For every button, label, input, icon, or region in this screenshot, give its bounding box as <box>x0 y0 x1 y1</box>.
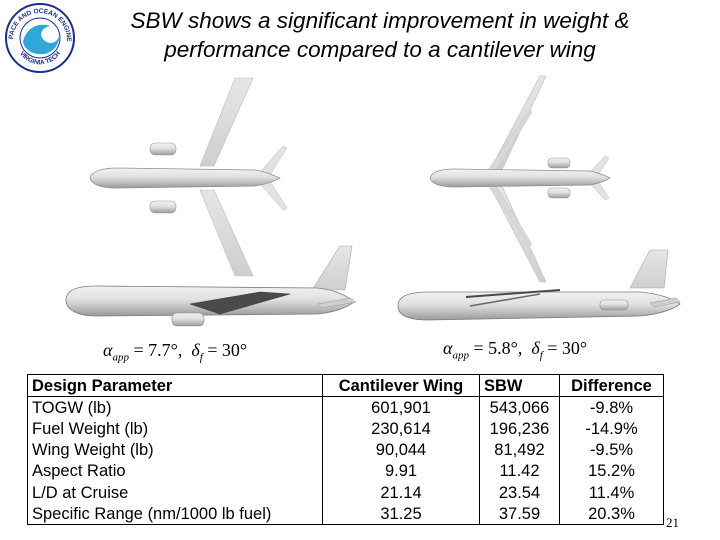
header-sbw: SBW <box>479 373 560 398</box>
difference-value: 15.2% <box>559 460 664 482</box>
row-label: TOGW (lb) <box>27 396 323 419</box>
table-row: TOGW (lb) 601,901 543,066 -9.8% <box>27 396 664 419</box>
table-row: L/D at Cruise 21.14 23.54 11.4% <box>27 481 664 504</box>
sbw-side-view <box>397 249 681 321</box>
cantilever-value: 21.14 <box>322 481 480 504</box>
row-label: Aspect Ratio <box>27 460 323 482</box>
alpha-value: = 7.7° <box>133 340 178 360</box>
delta-symbol: δ <box>531 338 540 358</box>
table-row: Wing Weight (lb) 90,044 81,492 -9.5% <box>27 439 664 461</box>
header-difference: Difference <box>559 373 664 398</box>
page-number: 21 <box>666 515 679 530</box>
difference-value: 11.4% <box>559 481 664 504</box>
row-label: Specific Range (nm/1000 lb fuel) <box>27 503 323 526</box>
alpha-subscript: app <box>112 351 129 364</box>
delta-symbol: δ <box>191 340 200 360</box>
slide-title: SBW shows a significant improvement in w… <box>130 8 630 62</box>
cantilever-value: 230,614 <box>322 418 480 440</box>
aircraft-illustrations <box>65 75 681 327</box>
cantilever-side-view <box>65 245 357 327</box>
table-row: Fuel Weight (lb) 230,614 196,236 -14.9% <box>27 418 664 440</box>
sbw-value: 543,066 <box>479 396 560 419</box>
table-row: Specific Range (nm/1000 lb fuel) 31.25 3… <box>27 503 664 526</box>
row-label: Fuel Weight (lb) <box>27 418 323 440</box>
comparison-table: Design Parameter Cantilever Wing SBW Dif… <box>27 373 664 526</box>
difference-value: 20.3% <box>559 503 664 526</box>
sbw-value: 23.54 <box>479 481 560 504</box>
table-row: Aspect Ratio 9.91 11.42 15.2% <box>27 460 664 482</box>
cantilever-value: 31.25 <box>322 503 480 526</box>
header-cantilever-wing: Cantilever Wing <box>322 373 480 398</box>
virginia-tech-aoe-logo: AEROSPACE AND OCEAN ENGINEERING VIRGINIA… <box>4 2 75 73</box>
table-header-row: Design Parameter Cantilever Wing SBW Dif… <box>27 373 664 398</box>
sbw-value: 81,492 <box>479 439 560 461</box>
difference-value: -9.5% <box>559 439 664 461</box>
delta-value: = 30° <box>207 340 248 360</box>
cantilever-value: 9.91 <box>322 460 480 482</box>
alpha-symbol: α <box>103 340 113 360</box>
difference-value: -9.8% <box>559 396 664 419</box>
cantilever-top-view <box>89 77 288 277</box>
delta-value: = 30° <box>547 338 588 358</box>
delta-subscript: f <box>199 351 203 364</box>
condition-label-sbw: αapp = 5.8°, δf = 30° <box>443 338 588 362</box>
sbw-value: 37.59 <box>479 503 560 526</box>
difference-value: -14.9% <box>559 418 664 440</box>
wave-icon <box>23 24 60 55</box>
alpha-value: = 5.8° <box>473 338 518 358</box>
sbw-value: 11.42 <box>479 460 560 482</box>
delta-subscript: f <box>539 349 543 362</box>
alpha-subscript: app <box>452 349 469 362</box>
row-label: L/D at Cruise <box>27 481 323 504</box>
row-label: Wing Weight (lb) <box>27 439 323 461</box>
cantilever-value: 601,901 <box>322 396 480 419</box>
cantilever-value: 90,044 <box>322 439 480 461</box>
sbw-value: 196,236 <box>479 418 560 440</box>
header-design-parameter: Design Parameter <box>27 373 323 398</box>
alpha-symbol: α <box>443 338 453 358</box>
sbw-top-view <box>429 75 611 283</box>
condition-label-cantilever: αapp = 7.7°, δf = 30° <box>103 340 248 364</box>
